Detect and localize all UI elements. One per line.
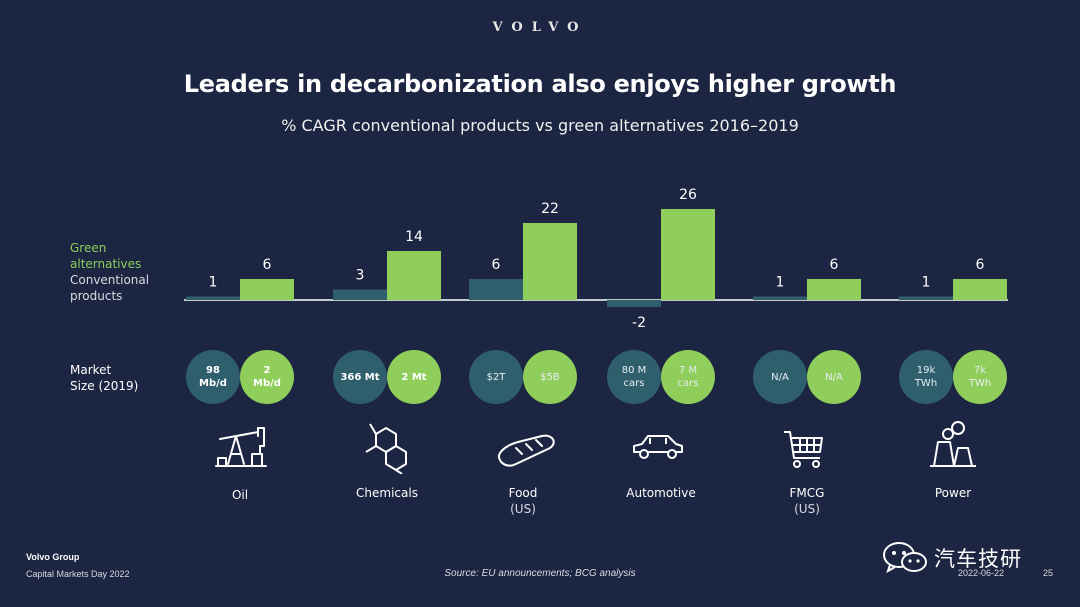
footer-brand: Volvo Group — [26, 552, 80, 562]
oil-pump-icon — [215, 427, 267, 467]
wechat-icon — [883, 542, 927, 574]
bar-conventional-automotive — [607, 300, 661, 307]
bar-green-fmcg — [807, 279, 861, 300]
legend-green-line2: alternatives — [70, 257, 142, 271]
bar-green-automotive — [661, 209, 715, 300]
market-circle-conventional-power: 19k TWh — [899, 350, 953, 404]
legend-conv-line2: products — [70, 289, 123, 303]
category-label-chemicals: Chemicals — [356, 486, 418, 500]
footer-date: 2022-06-22 — [958, 568, 1005, 578]
label-green-oil: 6 — [263, 257, 272, 273]
watermark: 汽车技研 — [882, 540, 1022, 576]
label-conventional-power: 1 — [922, 275, 931, 291]
car-icon — [633, 435, 683, 459]
footer-event: Capital Markets Day 2022 — [26, 569, 130, 579]
bar-conventional-chemicals — [333, 289, 387, 300]
market-size-line1: Market — [70, 363, 112, 377]
legend-conv-line1: Conventional — [70, 273, 150, 287]
market-circle-conventional-chemicals: 366 Mt — [333, 350, 387, 404]
bar-conventional-fmcg — [753, 296, 807, 300]
market-size-line2: Size (2019) — [70, 379, 139, 393]
label-green-food: 22 — [541, 201, 559, 217]
bar-conventional-power — [899, 296, 953, 300]
market-circle-green-food: $5B — [523, 350, 577, 404]
bar-conventional-food — [469, 279, 523, 300]
market-size-label: Market Size (2019) — [70, 362, 160, 394]
category-label-fmcg: FMCG (US) — [789, 486, 825, 516]
page-number: 25 — [1043, 568, 1054, 578]
market-circle-conventional-food: $2T — [469, 350, 523, 404]
market-circle-green-fmcg: N/A — [807, 350, 861, 404]
bar-green-food — [523, 223, 577, 300]
category-label-food: Food (US) — [508, 486, 538, 516]
bread-icon — [498, 434, 555, 467]
molecule-icon — [365, 423, 407, 474]
label-green-fmcg: 6 — [830, 257, 839, 273]
bar-green-oil — [240, 279, 294, 300]
bar-chart: 1 6 3 14 6 22 -2 26 1 6 1 6 — [184, 187, 1008, 331]
legend-green-line1: Green — [70, 241, 107, 255]
label-conventional-automotive: -2 — [632, 315, 646, 331]
label-conventional-food: 6 — [492, 257, 501, 273]
power-plant-icon — [930, 421, 976, 467]
label-conventional-fmcg: 1 — [776, 275, 785, 291]
label-green-chemicals: 14 — [405, 229, 423, 245]
category-label-automotive: Automotive — [626, 486, 696, 500]
volvo-logo: VOLVO — [492, 20, 588, 35]
label-conventional-chemicals: 3 — [356, 268, 365, 284]
shopping-cart-icon — [784, 431, 823, 468]
market-circle-green-power: 7k TWh — [953, 350, 1007, 404]
market-circle-green-oil: 2 Mb/d — [240, 350, 294, 404]
market-circle-conventional-fmcg: N/A — [753, 350, 807, 404]
bar-green-chemicals — [387, 251, 441, 300]
legend-green-alternatives: Green alternatives — [70, 240, 160, 272]
bar-green-power — [953, 279, 1007, 300]
source-note: Source: EU announcements; BCG analysis — [444, 568, 636, 579]
market-circle-green-chemicals: 2 Mt — [387, 350, 441, 404]
watermark-text: 汽车技研 — [934, 547, 1022, 571]
page-subtitle: % CAGR conventional products vs green al… — [281, 116, 799, 135]
bar-conventional-oil — [186, 296, 240, 300]
label-conventional-oil: 1 — [209, 275, 218, 291]
page-title: Leaders in decarbonization also enjoys h… — [183, 70, 897, 98]
category-label-power: Power — [934, 486, 972, 500]
label-green-automotive: 26 — [679, 187, 697, 203]
legend-conventional-products: Conventional products — [70, 272, 165, 304]
category-label-oil: Oil — [231, 488, 249, 502]
label-green-power: 6 — [976, 257, 985, 273]
market-circle-conventional-oil: 98 Mb/d — [186, 350, 240, 404]
